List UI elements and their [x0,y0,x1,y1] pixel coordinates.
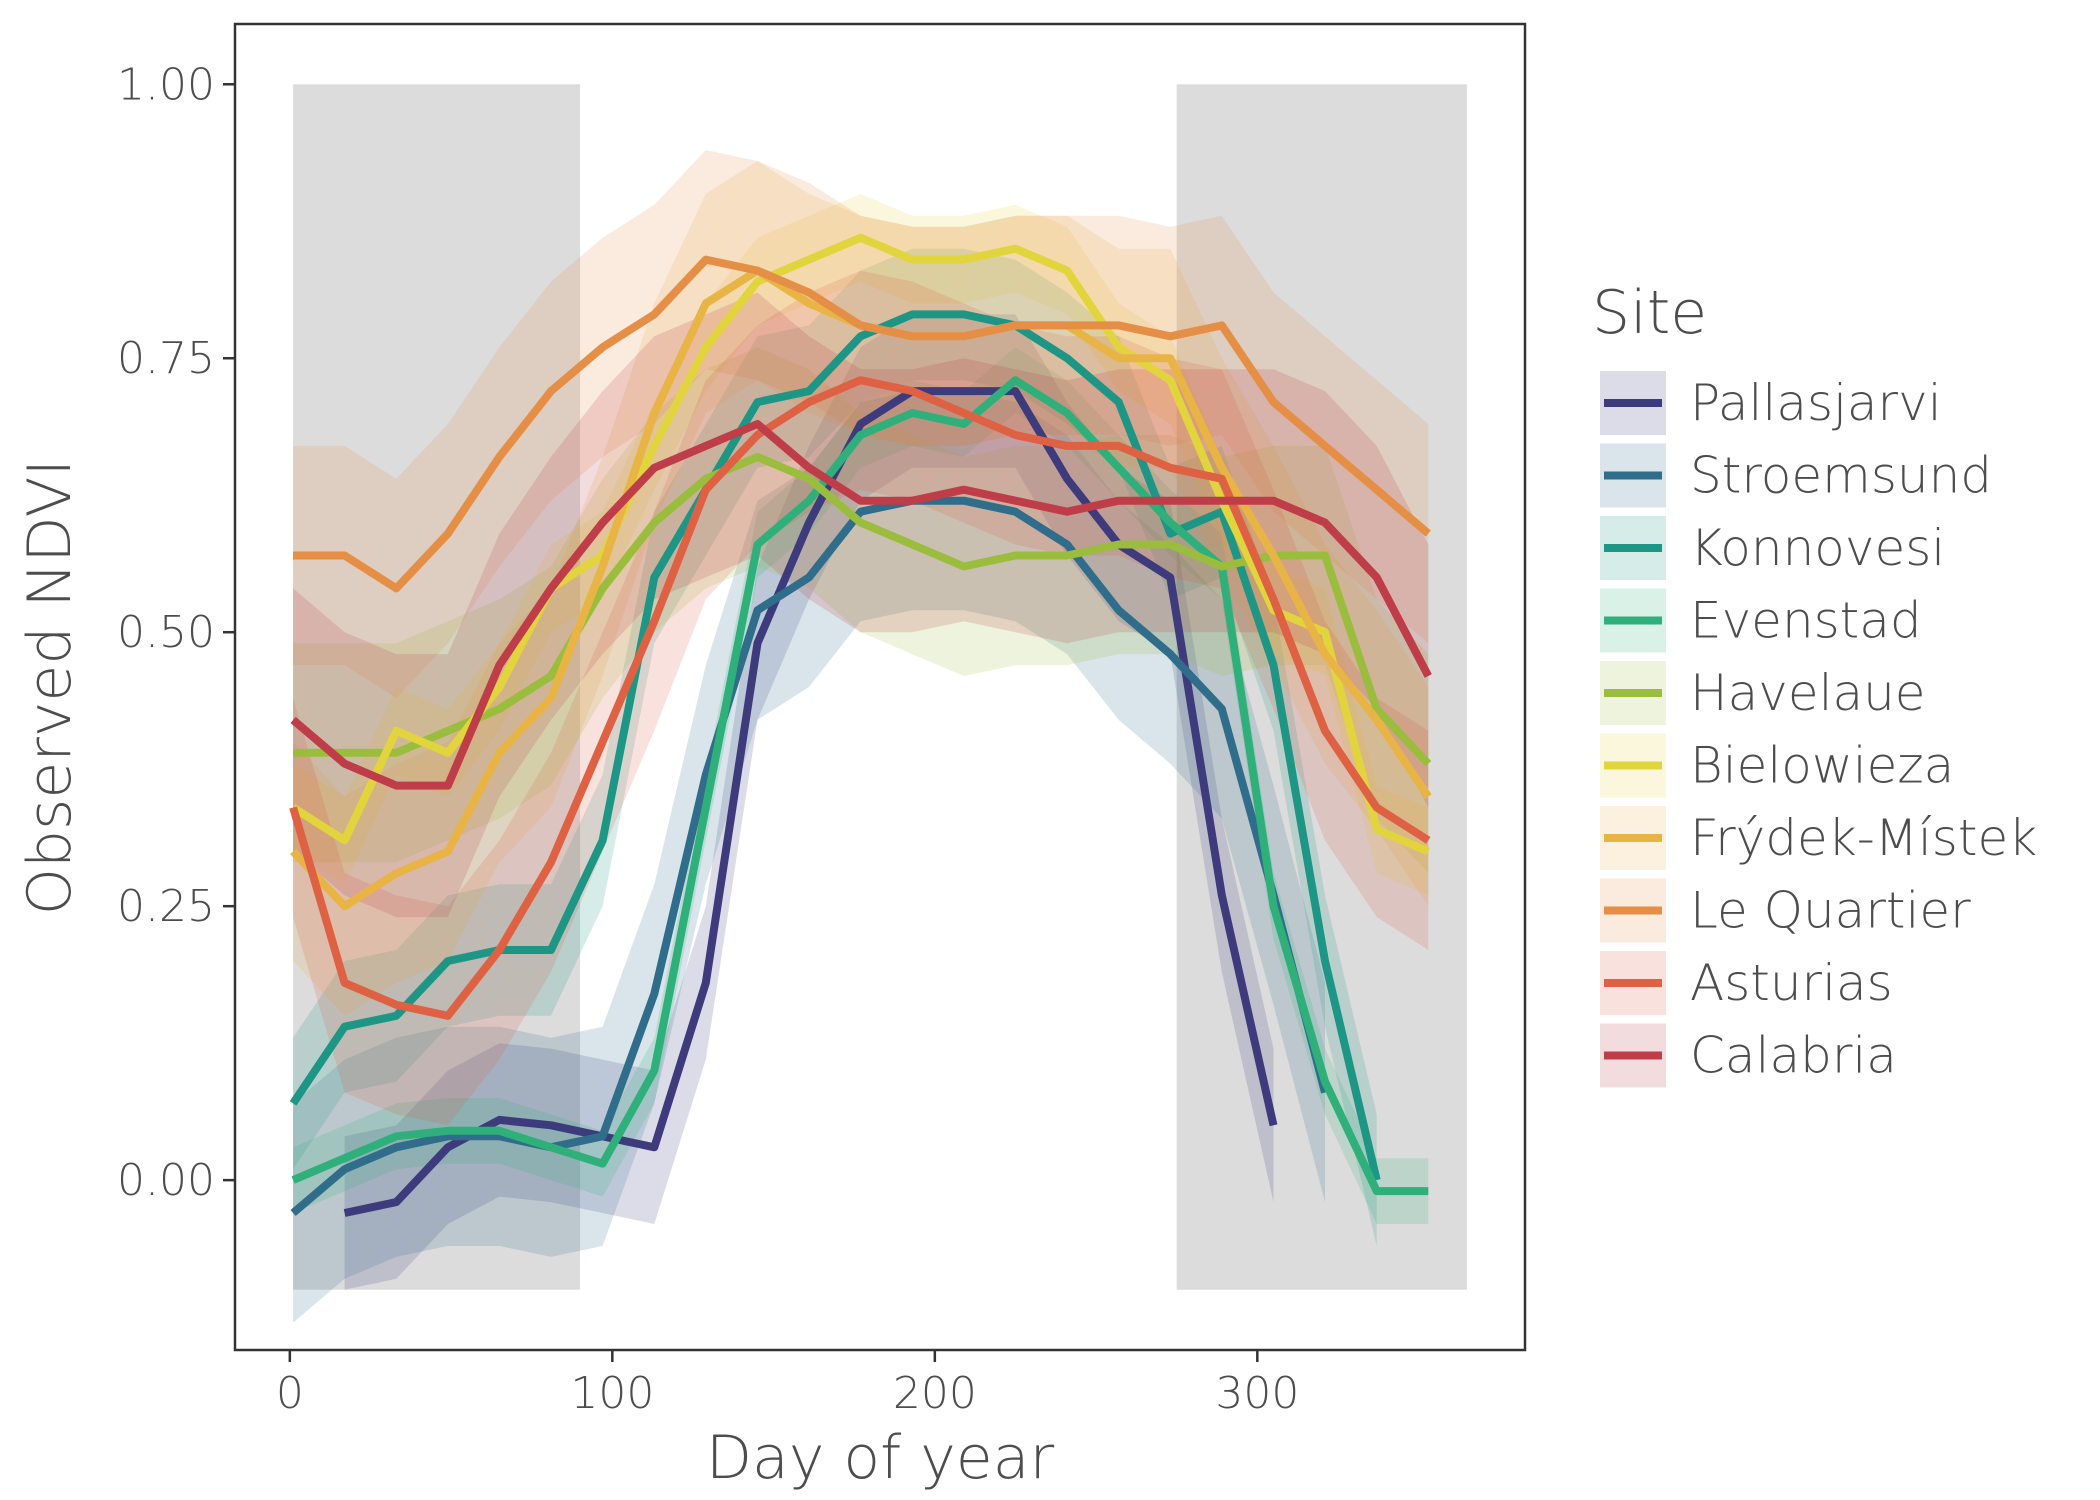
plot-panel-border [233,22,1527,1352]
x-axis: 0 100 200 300 [276,1350,1299,1419]
legend-item: Pallasjarvi [1600,371,1942,435]
y-tick-label: 1.00 [117,59,215,110]
series-line-4 [291,376,1429,1196]
legend-label: Havelaue [1690,664,1926,722]
legend-item: Konnovesi [1600,516,1945,580]
y-tick-label: 0.25 [117,881,215,932]
ribbon-1 [344,314,1274,1290]
x-axis-title: Day of year [706,1423,1055,1493]
x-tick-label: 300 [1215,1368,1299,1419]
legend-item: Stroemsund [1600,443,1992,508]
ribbon-9 [293,270,1429,1126]
legend-title: Site [1592,278,1707,348]
legend-label: Calabria [1690,1027,1897,1085]
legend-label: Konnovesi [1690,519,1945,577]
x-tick-label: 200 [893,1368,977,1419]
legend-label: Asturias [1690,954,1893,1012]
ribbon-7 [293,161,1429,1016]
ribbon-10 [293,292,1429,918]
y-tick-label: 0.50 [117,607,215,658]
x-tick-label: 100 [570,1368,654,1419]
legend-item: Le Quartier [1600,878,1971,943]
series-line-3 [289,310,1381,1182]
y-axis-title: Observed NDVI [15,459,85,916]
legend-item: Asturias [1600,951,1893,1015]
legend-item: Evenstad [1600,588,1922,653]
legend-item: Havelaue [1600,661,1926,725]
series-line-5 [293,452,1432,767]
legend: Site Pallasjarvi Stroemsund Konnovesi Evens… [1592,278,2037,1088]
legend-label: Frýdek-Místek [1690,809,2037,867]
series-lines [289,233,1432,1217]
legend-label: Bielowieza [1690,737,1954,795]
series-line-8 [293,255,1431,593]
legend-label: Evenstad [1690,592,1922,650]
legend-label: Stroemsund [1690,447,1992,505]
series-line-9 [289,376,1431,1020]
legend-label: Pallasjarvi [1690,374,1942,432]
legend-item: Calabria [1600,1023,1897,1088]
legend-item: Frýdek-Místek [1600,806,2037,870]
series-line-10 [290,420,1432,790]
legend-item: Bielowieza [1600,733,1954,798]
ribbon-6 [293,193,1429,896]
ribbon-2 [293,391,1326,1323]
x-tick-label: 0 [276,1368,304,1419]
series-line-2 [290,496,1329,1217]
y-tick-label: 0.75 [117,333,215,384]
legend-label: Le Quartier [1690,882,1971,940]
y-axis: 0.00 0.25 0.50 0.75 1.00 [117,59,235,1206]
y-tick-label: 0.00 [117,1155,215,1206]
